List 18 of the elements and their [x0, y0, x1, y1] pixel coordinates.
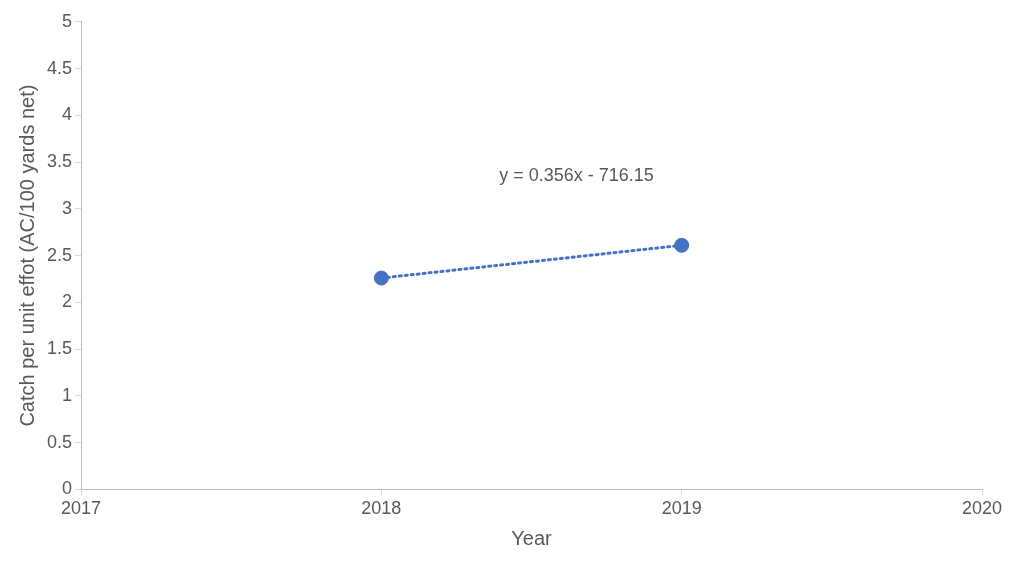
y-axis-title: Catch per unit effot (AC/100 yards net) [15, 84, 38, 427]
y-tick-label: 5 [62, 10, 73, 31]
x-tick-label: 2020 [961, 498, 1003, 519]
y-tick-label: 3 [62, 197, 73, 218]
y-tick-label: 4 [62, 104, 73, 125]
y-tick-label: 2 [62, 291, 73, 312]
y-tick-label: 3.5 [46, 151, 73, 172]
y-tick-label: 2.5 [46, 244, 73, 265]
y-tick-label: 0.5 [46, 431, 73, 452]
x-axis-title: Year [511, 526, 553, 549]
y-tick-label: 0 [62, 478, 73, 499]
y-tick-label: 1.5 [46, 338, 73, 359]
y-tick-label: 4.5 [46, 57, 73, 78]
x-tick-label: 2019 [661, 498, 702, 519]
x-tick-label: 2018 [361, 498, 402, 519]
annotation: y = 0.356x - 716.15 [499, 165, 654, 186]
x-tick-label: 2017 [61, 498, 102, 519]
y-tick-label: 1 [62, 384, 73, 405]
